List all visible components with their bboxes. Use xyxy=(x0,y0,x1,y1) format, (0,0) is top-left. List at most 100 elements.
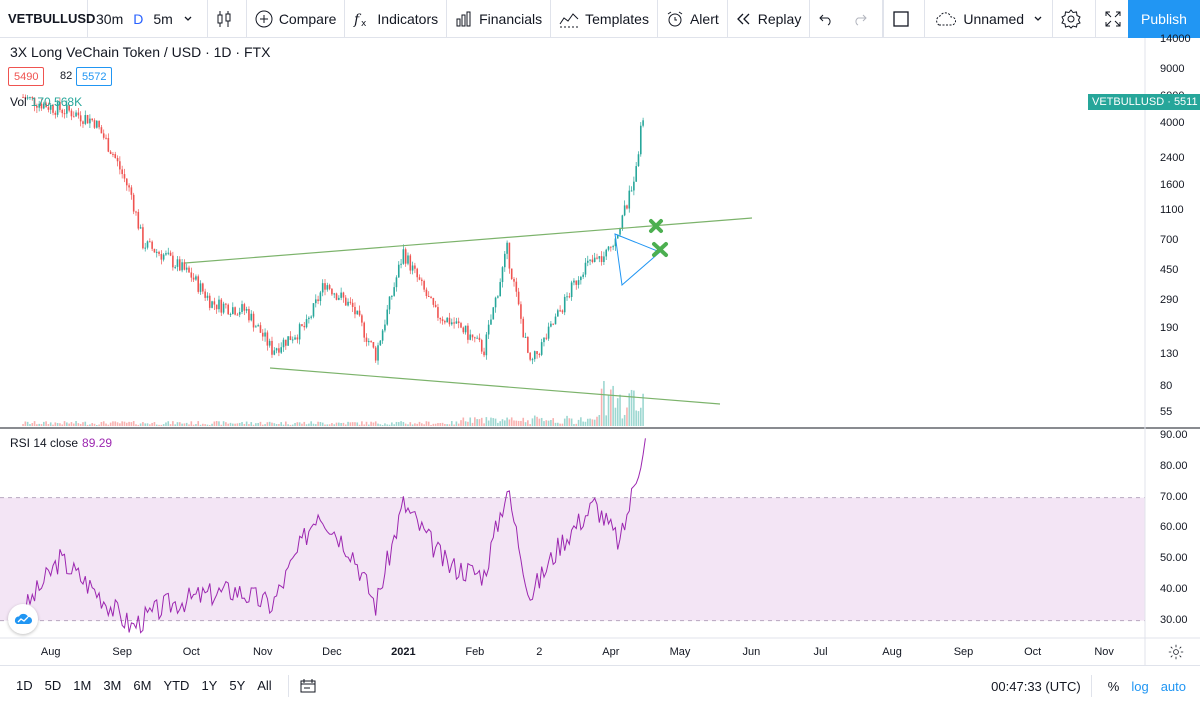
auto-toggle[interactable]: auto xyxy=(1160,678,1186,694)
candle-body xyxy=(183,262,186,270)
lower-trendline[interactable] xyxy=(269,367,721,405)
volume-bar xyxy=(531,418,534,426)
candle-body xyxy=(550,323,552,327)
volume-bar xyxy=(404,423,407,426)
volume-bar xyxy=(635,410,637,426)
redo-icon[interactable] xyxy=(852,12,868,26)
replay-button[interactable]: Replay xyxy=(728,0,811,38)
tradingview-logo[interactable] xyxy=(8,604,38,634)
volume-bar xyxy=(326,424,329,426)
candle-body xyxy=(379,340,382,346)
volume-bar xyxy=(29,424,31,426)
financials-button[interactable]: Financials xyxy=(447,0,552,38)
candle-body xyxy=(59,101,61,110)
volume-bar xyxy=(139,423,142,426)
candle-body xyxy=(508,242,511,269)
triangle-pattern[interactable] xyxy=(614,233,661,286)
range-button-6m[interactable]: 6M xyxy=(133,678,152,693)
range-button-3m[interactable]: 3M xyxy=(103,678,122,693)
candle-body xyxy=(252,313,255,328)
interval-5m[interactable]: 5m xyxy=(153,10,173,27)
volume-bar xyxy=(142,422,144,426)
candle-body xyxy=(275,348,278,351)
utc-clock[interactable]: 00:47:33 (UTC) xyxy=(991,678,1081,694)
cross-marker-upper[interactable] xyxy=(649,219,663,233)
range-button-1y[interactable]: 1Y xyxy=(201,678,218,693)
candle-body xyxy=(181,262,183,271)
last-price-separator: · xyxy=(1167,96,1174,108)
publish-button[interactable]: Publish xyxy=(1128,0,1200,38)
interval-30m[interactable]: 30m xyxy=(96,10,124,27)
volume-bar xyxy=(616,398,619,426)
compare-button[interactable]: Compare xyxy=(247,0,346,38)
candle-body xyxy=(510,268,513,279)
alert-button[interactable]: Alert xyxy=(658,0,728,38)
candle-body xyxy=(301,324,303,326)
volume-bar xyxy=(77,423,80,426)
bid-price-box[interactable]: 5490 xyxy=(8,67,45,86)
candle-body xyxy=(545,337,548,339)
volume-bar xyxy=(321,422,324,426)
volume-bar xyxy=(462,417,465,426)
percent-toggle[interactable]: % xyxy=(1107,678,1120,694)
candle-body xyxy=(639,125,642,155)
candle-body xyxy=(480,340,483,352)
rsi-line xyxy=(22,438,646,634)
volume-bar xyxy=(510,417,513,426)
volume-bar xyxy=(623,414,626,426)
candle-body xyxy=(107,137,110,152)
volume-bar xyxy=(545,420,548,426)
range-button-1m[interactable]: 1M xyxy=(73,678,92,693)
volume-bar xyxy=(561,423,564,426)
log-toggle[interactable]: log xyxy=(1131,678,1149,694)
templates-button[interactable]: Templates xyxy=(551,0,658,38)
candle-body xyxy=(407,255,409,264)
candle-body xyxy=(478,337,481,341)
interval-d[interactable]: D xyxy=(133,10,144,27)
candle-body xyxy=(75,112,77,117)
range-button-1d[interactable]: 1D xyxy=(16,678,33,693)
range-button-all[interactable]: All xyxy=(257,678,272,693)
chevron-down-icon[interactable] xyxy=(183,14,193,24)
candle-body xyxy=(96,120,98,128)
date-range-icon[interactable] xyxy=(299,678,317,694)
undo-icon[interactable] xyxy=(818,12,834,26)
candle-body xyxy=(61,109,64,114)
volume-bar xyxy=(584,421,587,426)
time-axis-label: Feb xyxy=(465,646,485,658)
volume-bar xyxy=(529,424,531,426)
chart-canvas[interactable] xyxy=(0,38,1200,665)
volume-bar xyxy=(176,422,179,426)
settings-button[interactable] xyxy=(1053,0,1097,38)
cross-marker-lower[interactable] xyxy=(652,242,668,257)
chart-area[interactable]: 3X Long VeChain Token / USD · 1D · FTX 5… xyxy=(0,33,1200,665)
plus-circle-icon xyxy=(255,10,273,27)
fullscreen-square-button[interactable] xyxy=(883,0,926,38)
candlestick-series xyxy=(22,94,644,365)
axis-settings-icon[interactable] xyxy=(1168,644,1184,660)
range-button-ytd[interactable]: YTD xyxy=(163,678,190,693)
candle-body xyxy=(268,340,271,346)
price-axis-label: 290 xyxy=(1160,293,1179,306)
volume-bar xyxy=(160,424,163,426)
candle-body xyxy=(517,291,520,305)
volume-bar xyxy=(185,422,188,426)
volume-bar xyxy=(591,419,594,426)
candle-body xyxy=(77,112,80,116)
volume-bar xyxy=(374,421,377,426)
interval-group: 30m D 5m xyxy=(88,0,208,38)
range-button-5d[interactable]: 5D xyxy=(44,678,62,693)
volume-bar xyxy=(137,424,140,426)
volume-bar xyxy=(190,421,193,426)
range-button-5y[interactable]: 5Y xyxy=(229,678,246,693)
layout-name-button[interactable]: Unnamed xyxy=(925,0,1054,38)
candle-body xyxy=(368,341,370,343)
volume-bar xyxy=(234,423,236,426)
symbol-search[interactable]: VETBULLUSD xyxy=(0,0,95,38)
ask-price-box[interactable]: 5572 xyxy=(76,67,113,86)
chart-type-button[interactable] xyxy=(208,0,247,38)
volume-bar xyxy=(280,422,283,426)
candle-body xyxy=(40,103,43,109)
